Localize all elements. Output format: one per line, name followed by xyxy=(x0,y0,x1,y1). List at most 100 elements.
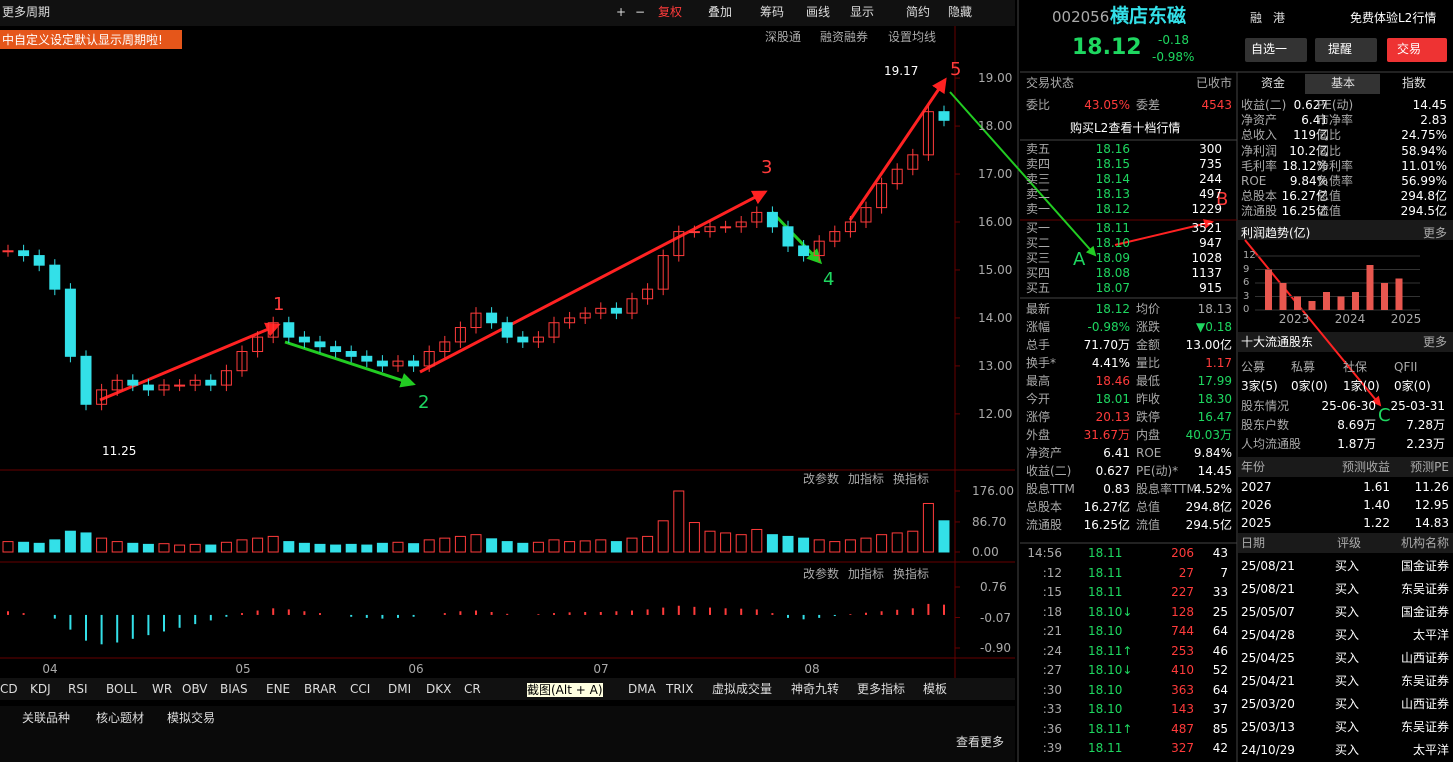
bottom-tab[interactable]: 核心题材 xyxy=(96,711,145,725)
action-button[interactable]: 提醒 xyxy=(1328,42,1353,56)
indicator-tab[interactable]: TRIX xyxy=(666,682,694,696)
candle xyxy=(454,327,466,343)
tool-button[interactable]: 复权 xyxy=(658,5,683,19)
tab[interactable]: 资金 xyxy=(1260,76,1286,90)
label: 内盘 xyxy=(1136,428,1161,442)
label: 6.41 xyxy=(1301,113,1328,128)
candle xyxy=(111,379,123,391)
indicator-tab[interactable]: KDJ xyxy=(30,682,51,696)
label: 24/10/29 xyxy=(1241,743,1295,757)
indicator-tab[interactable]: BIAS xyxy=(220,682,248,696)
buy-l2[interactable]: 购买L2查看十档行情 xyxy=(1070,121,1181,135)
tool-button[interactable]: − xyxy=(635,5,646,19)
volume-bar xyxy=(267,535,279,553)
tool[interactable]: 换指标 xyxy=(893,472,930,486)
tool-button[interactable]: 隐藏 xyxy=(948,5,973,19)
tab[interactable]: 指数 xyxy=(1401,76,1427,90)
bottom-tab[interactable]: 模拟交易 xyxy=(167,711,216,725)
indicator-tab[interactable]: DKX xyxy=(426,682,452,696)
indicator-tab[interactable]: 虚拟成交量 xyxy=(712,682,773,696)
label: 18.11 xyxy=(1088,585,1123,599)
label: 0家(0) xyxy=(1291,379,1328,393)
sub-button[interactable]: 融资融券 xyxy=(820,30,869,44)
tool-button[interactable]: 筹码 xyxy=(760,5,785,19)
indicator-tab[interactable]: BOLL xyxy=(106,682,137,696)
indicator-tab[interactable]: CCI xyxy=(350,682,371,696)
tool-button[interactable]: 显示 xyxy=(850,5,875,19)
volume-bar xyxy=(579,540,591,553)
tool-button[interactable]: 简约 xyxy=(906,5,931,19)
label: 10.2亿 xyxy=(1289,143,1328,158)
tab[interactable]: 基本 xyxy=(1330,76,1356,90)
tool[interactable]: 改参数 xyxy=(803,472,840,486)
candle xyxy=(813,240,825,257)
label[interactable]: 港 xyxy=(1273,11,1286,25)
label: 总股本 xyxy=(1241,189,1278,204)
label: 17.99 xyxy=(1197,374,1232,388)
label: :18 xyxy=(1042,604,1062,619)
label: 东吴证券 xyxy=(1400,674,1449,688)
indicator-tab[interactable]: WR xyxy=(152,682,173,696)
label[interactable]: 更多 xyxy=(1423,335,1448,349)
label: 流通股 xyxy=(1026,518,1063,532)
indicator-tab[interactable]: DMA xyxy=(628,682,656,696)
indicator-tab[interactable]: BRAR xyxy=(304,682,337,696)
candle xyxy=(33,255,45,266)
section-bg xyxy=(1238,332,1453,352)
label: -0.18 xyxy=(1158,33,1190,47)
label: 227 xyxy=(1171,585,1194,599)
candle xyxy=(376,360,388,367)
label: 交易状态 xyxy=(1026,76,1075,90)
candle xyxy=(564,317,576,324)
volume-bar xyxy=(876,534,888,553)
label: :27 xyxy=(1042,663,1062,677)
action-button[interactable]: 自选一 xyxy=(1251,42,1288,56)
indicator-tab[interactable]: 神奇九转 xyxy=(791,682,840,696)
volume-bar xyxy=(673,490,685,553)
candle xyxy=(283,322,295,338)
label: 18.30 xyxy=(1197,392,1232,406)
indicator-tab[interactable]: DMI xyxy=(388,682,412,696)
tool[interactable]: 加指标 xyxy=(848,567,885,581)
l2-link[interactable]: 免费体验L2行情 xyxy=(1350,11,1437,25)
candle xyxy=(189,379,201,386)
indicator-tab[interactable]: ENE xyxy=(266,682,291,696)
volume-bar xyxy=(688,522,700,553)
indicator-tab[interactable]: CR xyxy=(464,682,481,696)
volume-bar xyxy=(470,534,482,553)
indicator-tab[interactable]: RSI xyxy=(68,682,88,696)
indicator-tab[interactable]: CD xyxy=(0,682,18,696)
indicator-tab[interactable]: OBV xyxy=(182,682,208,696)
tool[interactable]: 加指标 xyxy=(848,472,885,486)
label: 206 xyxy=(1171,546,1194,560)
label[interactable]: 更多 xyxy=(1423,226,1448,240)
label: PE(动)* xyxy=(1136,464,1179,478)
section-bg xyxy=(1238,533,1453,553)
tool-button[interactable]: 画线 xyxy=(806,5,831,19)
sub-button[interactable]: 设置均线 xyxy=(888,30,937,44)
sub-button[interactable]: 深股通 xyxy=(765,30,802,44)
see-more[interactable]: 查看更多 xyxy=(956,735,1005,749)
volume-bar xyxy=(158,543,170,553)
tool[interactable]: 改参数 xyxy=(803,567,840,581)
label: 410 xyxy=(1171,663,1194,677)
label: 跌停 xyxy=(1136,410,1161,424)
volume-bar xyxy=(345,543,357,553)
tool-button[interactable]: 叠加 xyxy=(708,5,733,19)
volume-bar xyxy=(532,541,544,553)
volume-bar xyxy=(813,539,825,553)
volume-bar xyxy=(626,537,638,553)
action-button[interactable]: 交易 xyxy=(1397,42,1422,56)
indicator-tab[interactable]: 更多指标 xyxy=(857,682,906,696)
tool[interactable]: 换指标 xyxy=(893,567,930,581)
label: 25/04/25 xyxy=(1241,651,1295,665)
label: 244 xyxy=(1199,172,1222,186)
volume-bar xyxy=(891,532,903,553)
bottom-tab[interactable]: 关联品种 xyxy=(22,711,71,725)
label: 18.14 xyxy=(1095,172,1130,186)
tool-button[interactable]: + xyxy=(616,5,627,19)
label[interactable]: 融 xyxy=(1250,11,1263,25)
indicator-tab[interactable]: 模板 xyxy=(923,682,948,696)
volume-bar xyxy=(423,539,435,553)
period-button[interactable]: 更多周期 xyxy=(2,5,51,19)
